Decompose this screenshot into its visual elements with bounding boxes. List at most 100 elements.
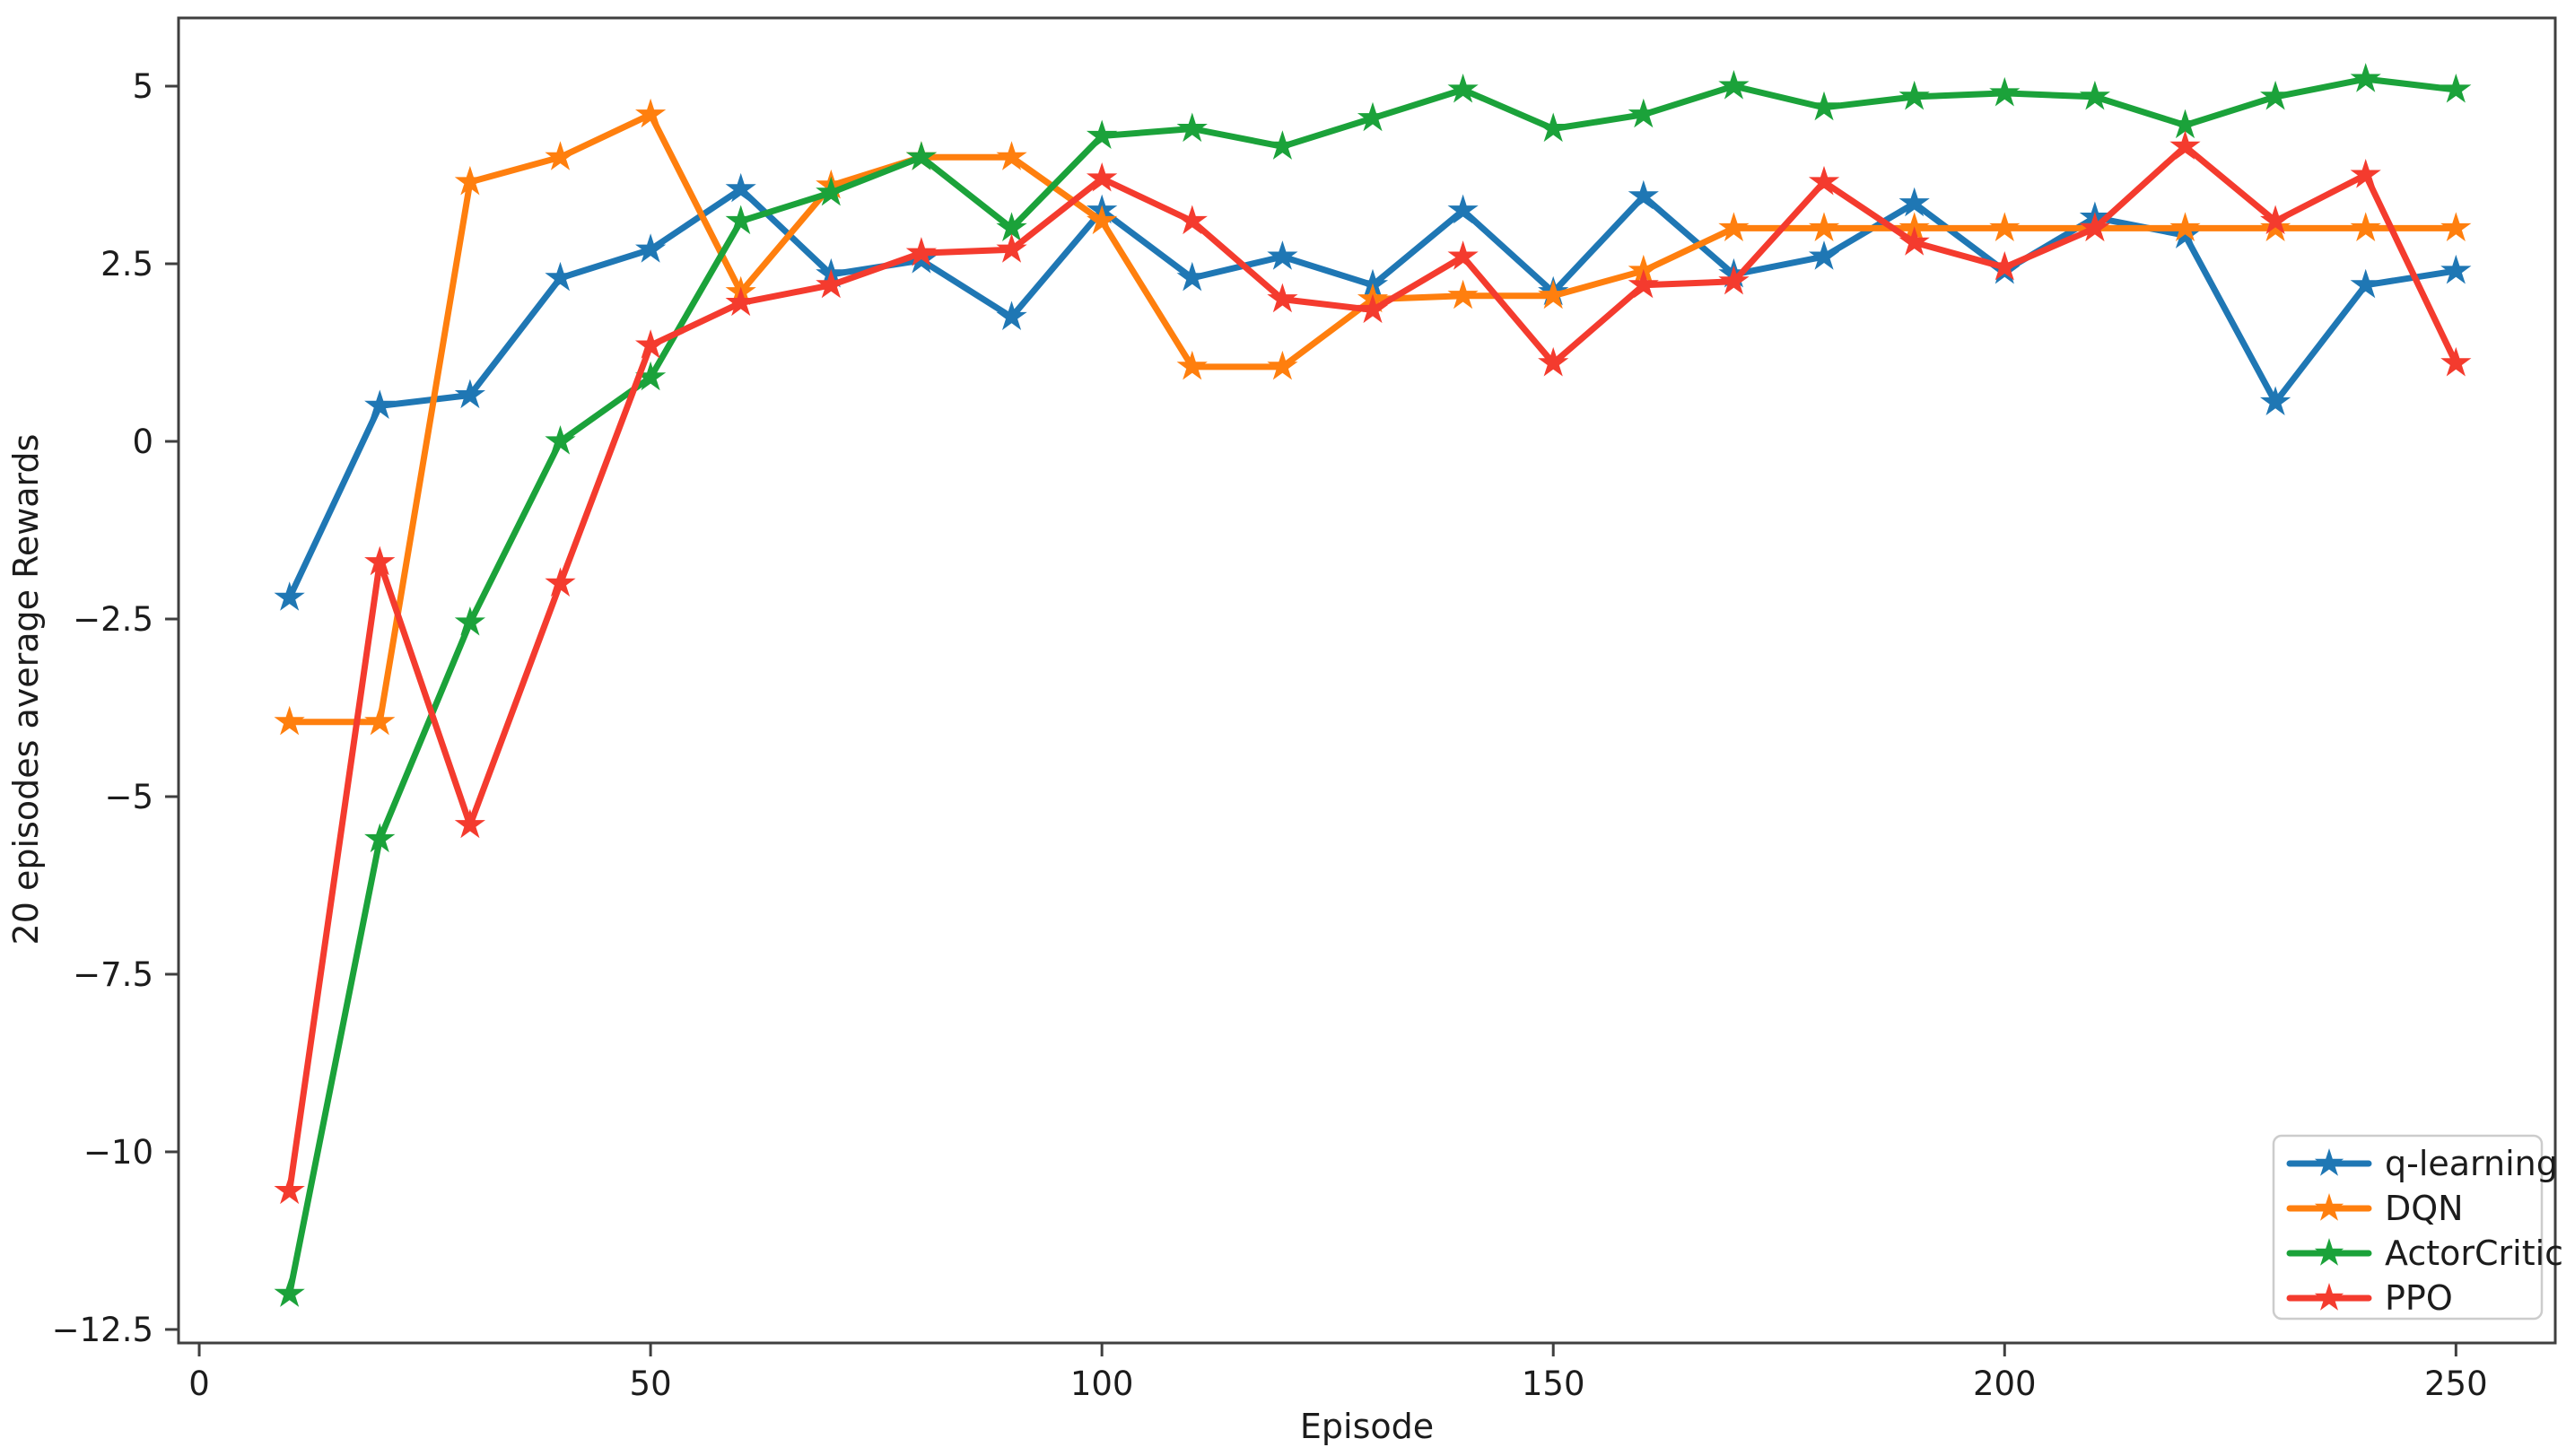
star-marker — [1899, 226, 1930, 256]
x-axis-label: Episode — [1300, 1407, 1434, 1446]
x-axis: 0 50 100 150 200 250 — [188, 1343, 2488, 1403]
star-marker — [274, 581, 305, 611]
star-marker — [454, 379, 485, 409]
star-marker — [1808, 165, 1840, 196]
legend-item-PPO: PPO — [2286, 1278, 2453, 1318]
y-axis-label: 20 episodes average Rewards — [6, 434, 46, 946]
star-marker — [635, 98, 667, 128]
star-marker — [1808, 91, 1840, 121]
y-tick-label: −7.5 — [73, 955, 153, 994]
legend-star-marker — [2314, 1283, 2344, 1311]
star-marker — [1989, 251, 2021, 281]
star-marker — [2260, 386, 2291, 415]
star-marker — [1628, 268, 1659, 299]
star-marker — [905, 237, 938, 266]
star-marker — [454, 165, 485, 196]
star-marker — [1447, 194, 1479, 224]
star-marker — [1176, 261, 1208, 292]
star-marker — [364, 705, 396, 736]
y-tick-label: 2.5 — [100, 245, 153, 283]
star-marker — [1447, 279, 1479, 310]
star-marker — [2440, 254, 2472, 284]
star-marker — [1176, 205, 1208, 235]
x-tick-label: 0 — [188, 1364, 210, 1403]
star-marker — [1357, 101, 1389, 132]
star-marker — [1447, 74, 1479, 103]
star-marker — [1899, 187, 1930, 217]
series-line-DQN — [286, 111, 2459, 726]
star-marker — [1267, 240, 1298, 270]
star-marker — [635, 361, 667, 391]
star-marker — [545, 141, 576, 170]
y-tick-label: 5 — [132, 67, 153, 106]
legend-box — [2272, 1134, 2544, 1321]
star-marker — [2169, 212, 2201, 241]
star-marker — [2350, 159, 2381, 188]
star-marker — [1808, 240, 1840, 270]
star-marker — [2350, 212, 2381, 241]
x-tick-label: 150 — [1522, 1364, 1585, 1403]
legend-star-marker — [2314, 1238, 2344, 1266]
star-marker — [1357, 293, 1389, 324]
x-tick-label: 250 — [2424, 1364, 2488, 1403]
series-PPO — [274, 130, 2472, 1205]
legend-label: ActorCritic — [2385, 1234, 2563, 1273]
star-marker — [2169, 130, 2201, 160]
series-q-learning — [274, 172, 2472, 611]
star-marker — [1538, 346, 1569, 377]
star-marker — [454, 606, 485, 636]
star-marker — [1176, 112, 1208, 143]
legend-label: q-learning — [2385, 1144, 2558, 1183]
star-marker — [274, 1277, 305, 1307]
star-marker — [2079, 80, 2110, 110]
star-marker — [274, 1174, 305, 1205]
star-marker — [635, 329, 667, 359]
legend: q-learning DQN ActorCritic PPO — [2272, 1134, 2563, 1321]
star-marker — [996, 212, 1027, 241]
star-marker — [454, 808, 485, 839]
x-tick-label: 50 — [630, 1364, 672, 1403]
y-tick-label: −12.5 — [52, 1311, 153, 1349]
star-marker — [1628, 179, 1659, 210]
star-marker — [1447, 240, 1479, 270]
star-marker — [2260, 80, 2291, 110]
star-marker — [816, 268, 847, 299]
star-marker — [816, 176, 847, 206]
star-marker — [1267, 350, 1298, 380]
star-marker — [2440, 212, 2472, 241]
legend-item-ActorCritic: ActorCritic — [2286, 1234, 2563, 1273]
star-marker — [2260, 205, 2291, 235]
star-marker — [364, 389, 396, 419]
series-DQN — [274, 98, 2472, 736]
star-marker — [996, 233, 1027, 263]
y-tick-label: −10 — [83, 1133, 153, 1172]
star-marker — [545, 261, 576, 292]
star-marker — [2440, 346, 2472, 377]
star-marker — [905, 141, 938, 170]
star-marker — [2350, 63, 2381, 92]
star-marker — [1718, 70, 1750, 100]
star-marker — [364, 823, 396, 853]
star-marker — [2169, 109, 2201, 139]
legend-label: DQN — [2385, 1189, 2464, 1228]
legend-label: PPO — [2385, 1278, 2453, 1318]
star-marker — [545, 425, 576, 455]
series-ActorCritic — [274, 63, 2472, 1307]
star-marker — [1538, 112, 1569, 143]
legend-star-marker — [2314, 1148, 2344, 1176]
star-marker — [274, 705, 305, 736]
x-tick-label: 100 — [1070, 1364, 1134, 1403]
legend-star-marker — [2314, 1193, 2344, 1221]
y-tick-label: −5 — [104, 778, 153, 816]
star-marker — [1899, 80, 1930, 110]
star-marker — [2350, 268, 2381, 299]
star-marker — [996, 301, 1027, 330]
star-marker — [996, 141, 1027, 170]
series-line-q-learning — [286, 186, 2459, 601]
y-axis: 5 2.5 0 −2.5 −5 −7.5 −10 −12.5 — [52, 67, 179, 1349]
star-marker — [1628, 98, 1659, 128]
star-marker — [1538, 279, 1569, 310]
y-tick-label: 0 — [132, 423, 153, 461]
